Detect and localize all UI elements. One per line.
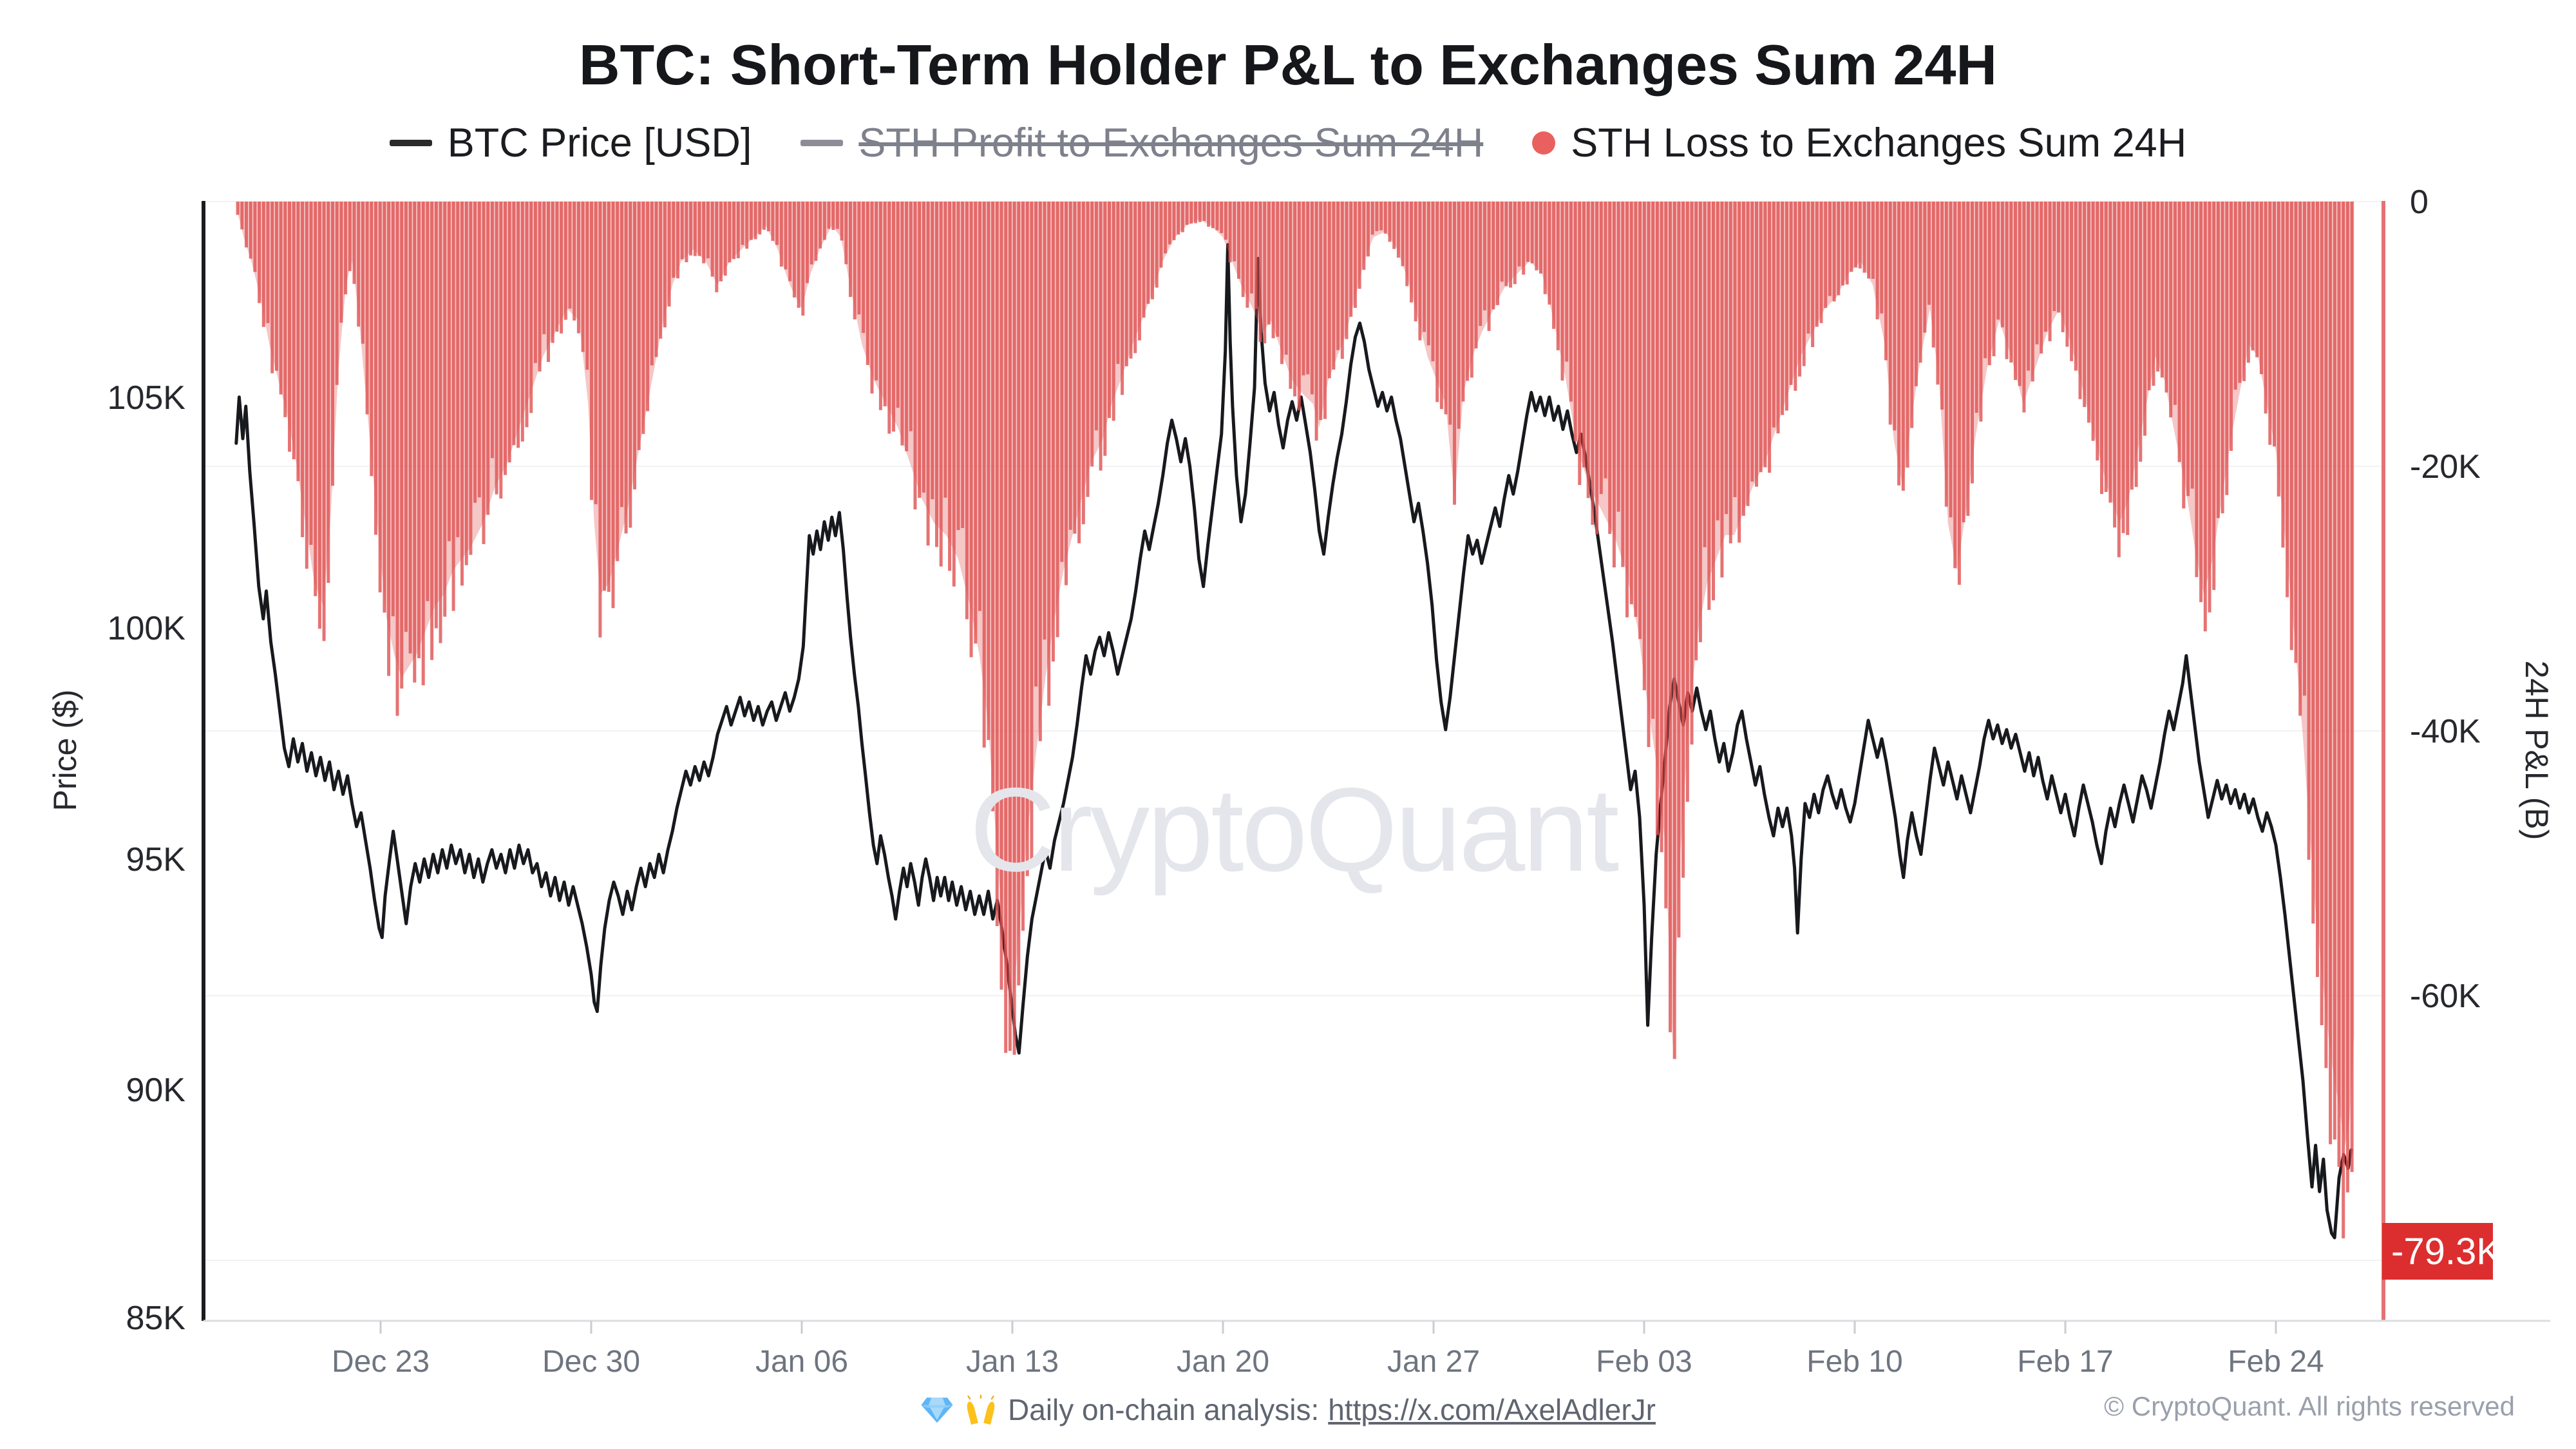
copyright-text: © CryptoQuant. All rights reserved: [2104, 1391, 2515, 1421]
y-right-axis-title: 24H P&L (B): [2519, 661, 2555, 840]
legend-label: BTC Price [USD]: [447, 120, 752, 166]
svg-text:-79.3K: -79.3K: [2391, 1231, 2501, 1273]
legend-item-btc-price[interactable]: BTC Price [USD]: [389, 120, 752, 166]
y-left-tick-label: 100K: [108, 610, 186, 647]
legend-item-sth-loss[interactable]: STH Loss to Exchanges Sum 24H: [1532, 120, 2186, 166]
x-tick-label: Dec 23: [332, 1345, 430, 1379]
gem-icon: [921, 1397, 953, 1423]
legend-label: STH Loss to Exchanges Sum 24H: [1571, 120, 2187, 166]
x-tick-label: Jan 27: [1387, 1345, 1480, 1379]
y-right-tick-label: 0: [2410, 184, 2429, 221]
watermark-text: CryptoQuant: [970, 764, 1619, 896]
x-tick-label: Jan 06: [755, 1345, 848, 1379]
raised-hands-icon: [967, 1394, 995, 1425]
x-tick-label: Dec 30: [542, 1345, 640, 1379]
page-title: BTC: Short-Term Holder P&L to Exchanges …: [579, 33, 1997, 97]
footer-text: Daily on-chain analysis:: [1008, 1393, 1320, 1426]
x-tick-label: Feb 17: [2017, 1345, 2113, 1379]
x-tick-label: Feb 03: [1596, 1345, 1692, 1379]
legend: BTC Price [USD] STH Profit to Exchanges …: [0, 120, 2576, 166]
x-tick-label: Feb 10: [1806, 1345, 1902, 1379]
btc-price-line: [234, 243, 2353, 1240]
footer-attribution: Daily on-chain analysis: https://x.com/A…: [0, 1392, 2576, 1427]
y-left-tick-label: 95K: [126, 841, 185, 878]
y-right-tick-label: -60K: [2410, 978, 2481, 1015]
y-right-tick-label: -40K: [2410, 713, 2481, 750]
last-value-badge: -79.3K: [2382, 1223, 2501, 1280]
legend-label: STH Profit to Exchanges Sum 24H: [858, 120, 1484, 166]
y-right-tick-label: -20K: [2410, 448, 2481, 486]
author-link[interactable]: https://x.com/AxelAdlerJr: [1328, 1393, 1656, 1426]
y-left-axis-title: Price ($): [47, 690, 83, 811]
y-left-tick-label: 105K: [108, 379, 186, 417]
dot-swatch-icon: [1532, 131, 1556, 155]
x-tick-label: Jan 20: [1177, 1345, 1269, 1379]
legend-item-sth-profit[interactable]: STH Profit to Exchanges Sum 24H: [800, 120, 1483, 166]
line-swatch-icon: [800, 140, 844, 146]
x-tick-label: Jan 13: [966, 1345, 1059, 1379]
line-swatch-icon: [389, 140, 432, 146]
x-tick-label: Feb 24: [2228, 1345, 2324, 1379]
loss-bars: [236, 202, 2354, 1238]
y-left-tick-label: 85K: [126, 1300, 185, 1337]
y-left-tick-label: 90K: [126, 1072, 185, 1109]
